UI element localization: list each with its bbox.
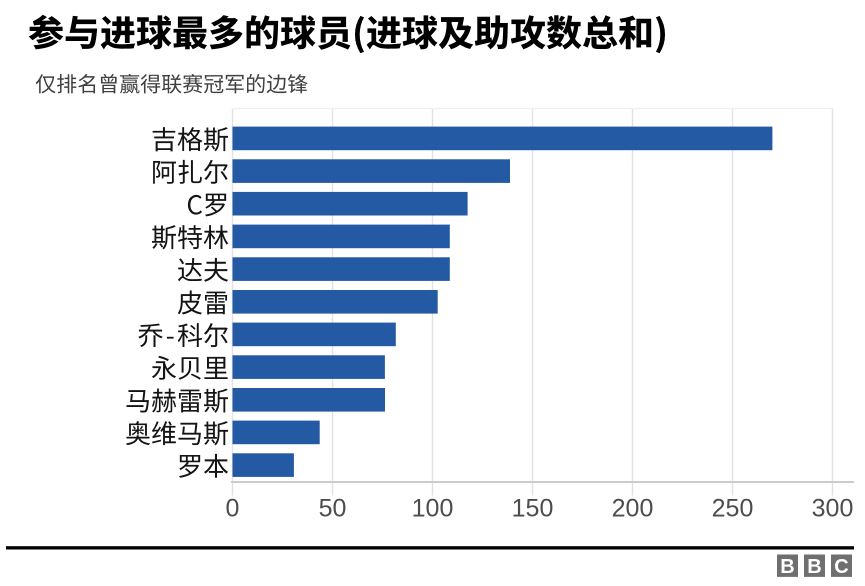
- svg-text:100: 100: [412, 495, 454, 523]
- svg-text:B: B: [780, 556, 794, 578]
- svg-text:150: 150: [512, 495, 554, 523]
- svg-text:C: C: [834, 556, 848, 578]
- svg-text:250: 250: [712, 495, 754, 523]
- svg-text:B: B: [807, 556, 821, 578]
- svg-text:0: 0: [226, 495, 240, 523]
- svg-text:200: 200: [612, 495, 654, 523]
- svg-text:300: 300: [812, 495, 854, 523]
- svg-text:50: 50: [319, 495, 347, 523]
